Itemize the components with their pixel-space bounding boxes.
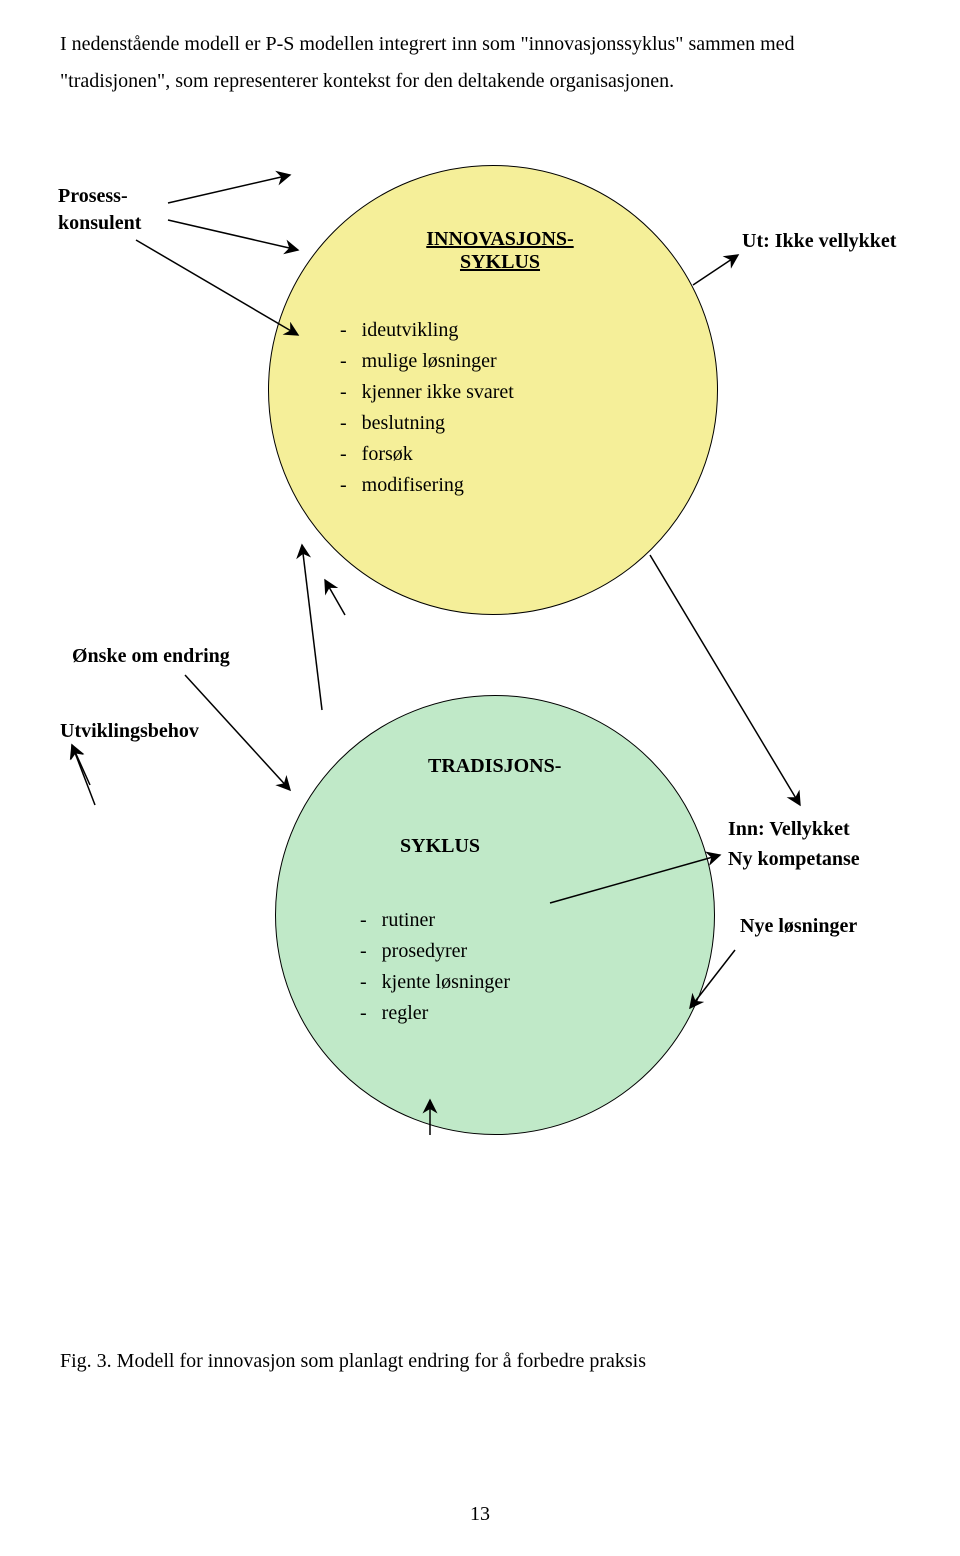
utvikling-label: Utviklingsbehov bbox=[60, 720, 199, 743]
innovation-title-line2: SYKLUS bbox=[460, 251, 540, 273]
innovation-title-line1: INNOVASJONS- bbox=[426, 228, 573, 250]
innovation-list: - ideutvikling - mulige løsninger - kjen… bbox=[340, 315, 514, 501]
intro-paragraph: I nedenstående modell er P-S modellen in… bbox=[60, 26, 900, 100]
list-item: - ideutvikling bbox=[340, 315, 514, 346]
list-item: - beslutning bbox=[340, 408, 514, 439]
diagram-canvas: INNOVASJONS- SYKLUS - ideutvikling - mul… bbox=[0, 140, 960, 1340]
list-item: - kjenner ikke svaret bbox=[340, 377, 514, 408]
list-item: - modifisering bbox=[340, 470, 514, 501]
inn-label-line1: Inn: Vellykket bbox=[728, 818, 850, 841]
list-item: - rutiner bbox=[360, 905, 510, 936]
page-number: 13 bbox=[0, 1503, 960, 1526]
innovation-title: INNOVASJONS- SYKLUS bbox=[400, 228, 600, 274]
prosess-label-line2: konsulent bbox=[58, 212, 141, 235]
nye-label: Nye løsninger bbox=[740, 915, 857, 938]
figure-caption: Fig. 3. Modell for innovasjon som planla… bbox=[60, 1350, 646, 1373]
list-item: - regler bbox=[360, 998, 510, 1029]
prosess-label-line1: Prosess- bbox=[58, 185, 128, 208]
list-item: - prosedyrer bbox=[360, 936, 510, 967]
ut-ikke-label: Ut: Ikke vellykket bbox=[742, 230, 896, 253]
list-item: - kjente løsninger bbox=[360, 967, 510, 998]
tradition-title: TRADISJONS- bbox=[428, 755, 561, 778]
onske-label: Ønske om endring bbox=[72, 645, 230, 668]
tradition-list: - rutiner - prosedyrer - kjente løsninge… bbox=[360, 905, 510, 1029]
list-item: - forsøk bbox=[340, 439, 514, 470]
tradition-subtitle: SYKLUS bbox=[400, 835, 480, 858]
inn-label-line2: Ny kompetanse bbox=[728, 848, 860, 871]
list-item: - mulige løsninger bbox=[340, 346, 514, 377]
